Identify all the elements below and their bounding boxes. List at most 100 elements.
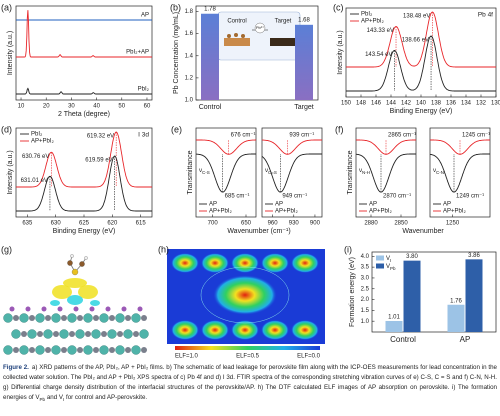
mode-label: νC-N [433,168,444,175]
legend-label: AP [209,202,217,208]
x-tick-label: 146 [371,101,382,107]
y-axis-label: Formation energy (eV) [349,257,356,327]
legend-label: AP [369,202,377,208]
x-tick-label: AP [460,335,471,344]
atom [19,313,29,323]
plot-frame [429,127,491,218]
elf-spot [201,253,229,273]
atom [89,306,95,312]
x-axis-label: 2 Theta (degree) [58,111,110,118]
x-tick-label: 148 [356,101,367,107]
legend-label: AP+PbI₂ [361,19,385,25]
x-tick-label: 635 [22,221,33,227]
spectrum-trace [261,153,322,193]
spectrum-trace [429,153,490,193]
legend-label: VI [386,256,391,263]
atom [3,345,13,355]
x-tick-label: 615 [136,221,147,227]
caption-text: and V [45,394,63,401]
y-tick-label: 2.5 [361,286,370,292]
elf-spot [201,320,229,340]
spectrum-trace [346,11,496,68]
value-label: 3.80 [406,254,418,260]
bar [295,24,313,100]
atom [61,347,67,353]
atom [21,331,27,337]
y-tick-label: 3.0 [361,276,370,282]
atom [35,345,45,355]
elf-contour [200,266,290,324]
atom [51,313,61,323]
x-tick-label: 140 [416,101,427,107]
atom [9,306,15,312]
atom [45,347,51,353]
atom [41,306,47,312]
atom [13,347,19,353]
mode-symbol: ν [265,168,268,174]
inset-ion: Pb²⁺ [256,25,264,30]
mode-symbol: ν [433,168,436,174]
atom [141,315,147,321]
panel-letter: (h) [158,244,169,254]
legend-label: AP [275,202,283,208]
panel-letter: (b) [170,2,181,12]
atom [45,315,51,321]
spectrum-trace [356,139,416,155]
y-tick-label: 1.4 [185,53,194,59]
y-axis-label: Transmittance [347,150,354,194]
x-tick-label: 650 [241,221,252,227]
elf-spot [231,320,259,340]
legend-label: VPb [386,264,396,271]
y-axis-label: Intensity (a.u.) [7,31,14,75]
x-tick-label: 150 [341,101,352,107]
x-tick-label: 620 [107,221,118,227]
mode-symbol: ν [199,168,202,174]
mode-label: νC-S [199,168,210,175]
atom [85,331,91,337]
spectrum-trace [16,131,152,188]
legend-swatch [376,263,384,269]
atom [115,345,125,355]
figure-panels: Control Pb²⁺ Target (a) (b) (c) (d) (e) (f) (g… [1,2,500,359]
pb-particle [241,34,245,38]
plot-frame [355,127,417,218]
trace-label: AP [141,13,149,19]
atom [93,315,99,321]
panel-letter: (a) [1,2,12,12]
mode-subscript: C-N [436,170,444,175]
y-tick-label: 1.0 [185,98,194,104]
x-tick-label: 130 [491,101,500,107]
atom [141,347,147,353]
x-tick-label: 60 [144,104,151,110]
peak-label: 138.48 eV [403,14,430,20]
atom [91,329,101,339]
inset-label: Control [227,19,246,25]
atom [93,347,99,353]
molecule-atom [70,254,74,258]
atom [13,315,19,321]
x-axis-label: Binding Energy (eV) [53,228,116,235]
x-tick-label: 630 [51,221,62,227]
x-tick-label: 960 [268,221,279,227]
x-tick-label: Target [294,104,314,111]
charge-lobe [90,300,100,306]
elf-spot [171,253,199,273]
atom [19,345,29,355]
pb-particle [234,33,238,37]
legend-name: V [386,264,390,270]
x-tick-label: 30 [68,104,75,110]
atom [107,329,117,339]
x-axis-label: Binding Energy (eV) [390,108,453,115]
trace-label: PbI₂+AP [126,50,149,56]
peak-label: 939 cm⁻¹ [289,133,314,139]
atom [25,306,31,312]
x-tick-label: Control [199,104,222,111]
caption-subscript: Pb [39,397,46,403]
atom [77,315,83,321]
x-tick-label: 40 [93,104,100,110]
atom [117,331,123,337]
plot-frame [15,5,153,101]
peak-label: 685 cm⁻¹ [225,194,250,200]
atom [27,329,37,339]
